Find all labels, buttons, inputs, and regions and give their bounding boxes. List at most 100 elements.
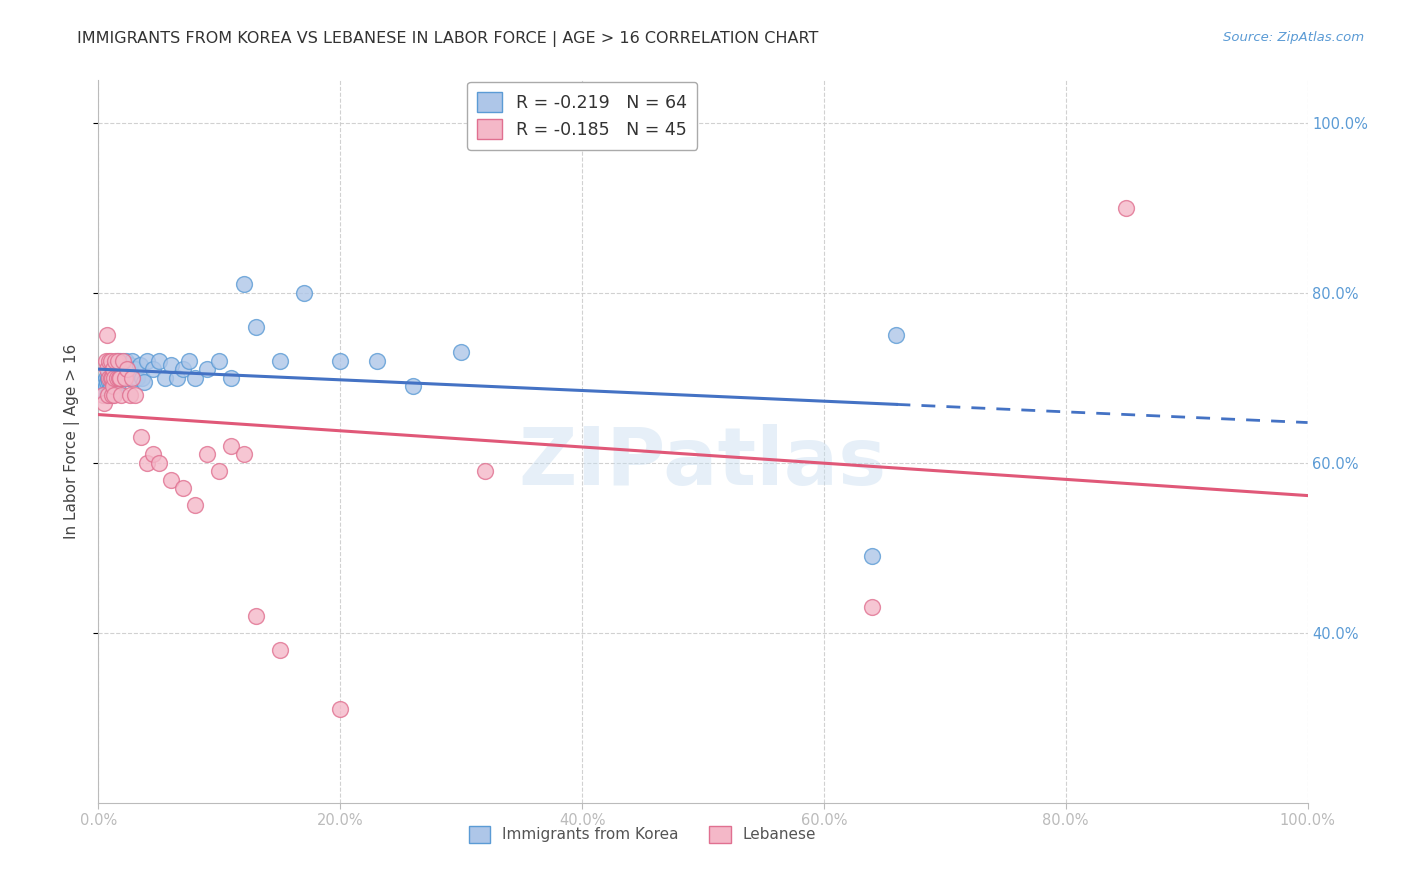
Point xyxy=(245,608,267,623)
Point xyxy=(108,375,131,389)
Point xyxy=(114,371,136,385)
Point xyxy=(860,600,883,615)
Point xyxy=(111,353,134,368)
Point xyxy=(94,353,117,368)
Legend: Immigrants from Korea, Lebanese: Immigrants from Korea, Lebanese xyxy=(463,820,823,849)
Point xyxy=(402,379,425,393)
Point xyxy=(160,358,183,372)
Point xyxy=(134,375,156,389)
Point xyxy=(107,358,129,372)
Point xyxy=(117,362,139,376)
Point xyxy=(100,371,122,385)
Point xyxy=(115,353,138,368)
Point xyxy=(103,388,125,402)
Text: ZIPatlas: ZIPatlas xyxy=(519,425,887,502)
Point xyxy=(100,379,122,393)
Point xyxy=(269,642,291,657)
Point xyxy=(1115,201,1137,215)
Point xyxy=(121,353,143,368)
Point xyxy=(105,367,128,381)
Point xyxy=(105,371,128,385)
Y-axis label: In Labor Force | Age > 16: In Labor Force | Age > 16 xyxy=(65,344,80,539)
Point xyxy=(232,447,254,461)
Point xyxy=(118,371,141,385)
Point xyxy=(450,345,472,359)
Point xyxy=(112,358,135,372)
Point xyxy=(166,371,188,385)
Point xyxy=(108,362,131,376)
Point xyxy=(98,375,121,389)
Point xyxy=(98,384,121,398)
Point xyxy=(91,388,114,402)
Point xyxy=(98,371,121,385)
Point xyxy=(100,367,122,381)
Point xyxy=(179,353,201,368)
Point xyxy=(94,371,117,385)
Point xyxy=(96,388,118,402)
Point xyxy=(118,358,141,372)
Point xyxy=(94,379,117,393)
Point xyxy=(100,375,122,389)
Point xyxy=(96,328,118,343)
Point xyxy=(97,371,120,385)
Point xyxy=(103,371,125,385)
Point xyxy=(148,456,170,470)
Point xyxy=(98,353,121,368)
Point xyxy=(221,439,243,453)
Point xyxy=(100,371,122,385)
Point xyxy=(135,353,157,368)
Point xyxy=(329,353,352,368)
Point xyxy=(172,362,194,376)
Point xyxy=(184,498,207,512)
Point xyxy=(108,353,131,368)
Point xyxy=(474,464,496,478)
Point xyxy=(110,388,132,402)
Point xyxy=(97,362,120,376)
Point xyxy=(101,379,124,393)
Point xyxy=(100,388,122,402)
Point xyxy=(118,388,141,402)
Point xyxy=(292,285,315,300)
Point xyxy=(107,353,129,368)
Point xyxy=(114,371,136,385)
Point xyxy=(101,371,124,385)
Point xyxy=(117,362,139,376)
Point xyxy=(101,379,124,393)
Point xyxy=(142,447,165,461)
Point xyxy=(100,371,122,385)
Text: Source: ZipAtlas.com: Source: ZipAtlas.com xyxy=(1223,31,1364,45)
Point xyxy=(124,362,146,376)
Point xyxy=(93,396,115,410)
Point xyxy=(195,447,218,461)
Point xyxy=(148,353,170,368)
Point xyxy=(96,375,118,389)
Point xyxy=(93,384,115,398)
Point xyxy=(153,371,176,385)
Point xyxy=(104,353,127,368)
Text: IMMIGRANTS FROM KOREA VS LEBANESE IN LABOR FORCE | AGE > 16 CORRELATION CHART: IMMIGRANTS FROM KOREA VS LEBANESE IN LAB… xyxy=(77,31,818,47)
Point xyxy=(160,473,183,487)
Point xyxy=(100,388,122,402)
Point xyxy=(129,430,152,444)
Point xyxy=(208,353,231,368)
Point xyxy=(105,353,128,368)
Point xyxy=(96,362,118,376)
Point xyxy=(208,464,231,478)
Point xyxy=(101,362,124,376)
Point xyxy=(245,319,267,334)
Point xyxy=(886,328,908,343)
Point xyxy=(108,371,131,385)
Point xyxy=(111,362,134,376)
Point xyxy=(184,371,207,385)
Point xyxy=(131,371,153,385)
Point xyxy=(860,549,883,564)
Point xyxy=(108,371,131,385)
Point xyxy=(121,371,143,385)
Point xyxy=(103,362,125,376)
Point xyxy=(110,371,132,385)
Point xyxy=(103,375,125,389)
Point xyxy=(366,353,388,368)
Point xyxy=(104,371,127,385)
Point xyxy=(124,388,146,402)
Point xyxy=(100,353,122,368)
